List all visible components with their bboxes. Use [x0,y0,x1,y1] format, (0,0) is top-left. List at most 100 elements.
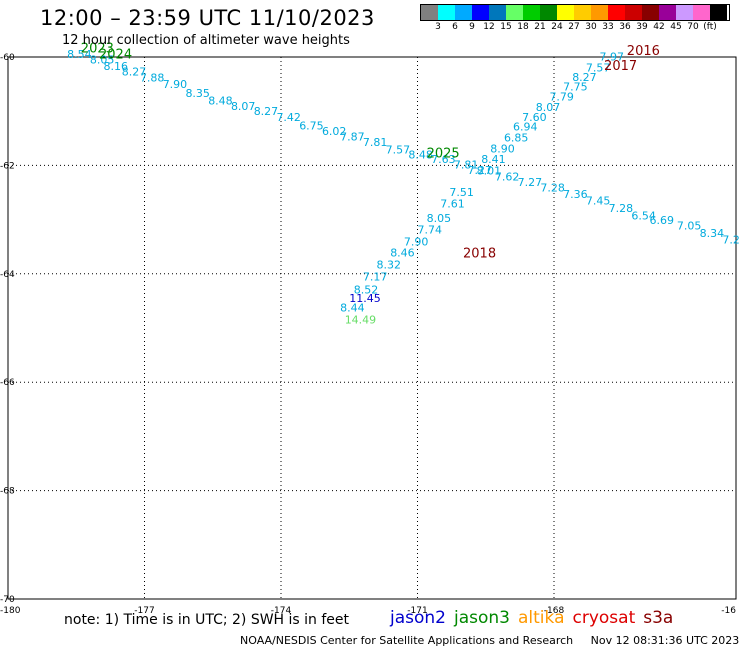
footer-credit: NOAA/NESDIS Center for Satellite Applica… [240,634,739,647]
color-swatch [591,5,608,20]
wave-height-label: 8.44 [340,302,365,315]
color-swatch [676,5,693,20]
color-swatches [420,4,730,21]
wave-height-label: 7.62 [495,171,519,184]
color-scale-labels: 3 6 9 12 15 18 21 24 27 30 33 36 39 42 45 70 (ft) [420,21,730,35]
wave-height-color-scale: 3 6 9 12 15 18 21 24 27 30 33 36 39 42 45 70 (ft) [420,4,730,35]
wave-height-label: 7.42 [276,111,301,124]
x-tick-label: -177 [134,606,154,616]
y-tick-label: -64 [0,270,15,280]
wave-height-label: 8.54 [67,48,92,61]
wave-height-label: 8.16 [104,60,129,73]
y-tick-label: -60 [0,53,15,63]
satellite-legend-item: jason2 [390,608,446,628]
wave-height-label: 7.90 [404,236,429,249]
color-swatch [557,5,574,20]
page-subtitle: 12 hour collection of altimeter wave hei… [62,33,350,48]
wave-height-label: 8.35 [185,87,210,100]
wave-height-label: 7.05 [677,219,702,232]
color-scale-label: 9 [469,22,475,32]
wave-height-label: 7.27 [518,176,543,189]
color-swatch [693,5,710,20]
wave-height-label: 6.94 [513,121,538,134]
color-scale-label: 6 [452,22,458,32]
wave-height-label: 7.17 [363,270,388,283]
wave-height-label: 7.90 [163,78,188,91]
satellite-legend-item: jason3 [454,608,510,628]
color-swatch [625,5,642,20]
wave-height-label: 6.75 [299,120,324,133]
color-swatch [438,5,455,20]
wave-height-label: 8.32 [377,258,402,271]
color-scale-label: 30 [585,22,597,32]
color-scale-label: 36 [619,22,631,32]
y-tick-label: -68 [0,487,15,497]
time-label: 2017 [604,59,637,74]
wave-height-label: 8.52 [354,283,379,296]
wave-height-label: 14.49 [345,314,377,327]
wave-height-label: 7.75 [563,81,588,94]
x-tick-label: -16 [721,606,736,616]
wave-height-label: 7.81 [454,159,479,172]
color-swatch [710,5,727,20]
color-scale-label: 45 [670,22,682,32]
wave-height-label: 8.41 [481,153,506,166]
wave-height-label: 7.87 [340,130,365,143]
generated-date: Nov 12 08:31:36 UTC 2023 [590,634,740,647]
y-tick-label: -70 [0,595,15,605]
wave-height-label: 8.05 [90,54,115,67]
color-swatch [472,5,489,20]
color-scale-label: 18 [517,22,529,32]
credit-text: NOAA/NESDIS Center for Satellite Applica… [240,634,574,647]
wave-height-label: 7.28 [540,181,565,194]
wave-height-label: 7.79 [549,90,574,103]
x-tick-label: -180 [0,606,21,616]
wave-height-label: 8.27 [572,71,597,84]
wave-height-label: 7.51 [449,186,474,199]
color-scale-label: 27 [568,22,580,32]
wave-height-label: 7.88 [140,71,165,84]
color-swatch [659,5,676,20]
x-tick-label: -168 [544,606,565,616]
wave-height-label: 7.81 [363,136,388,149]
wave-height-label: 7.27 [468,164,493,177]
color-swatch [608,5,625,20]
time-label: 2024 [99,48,132,63]
wave-height-label: 8.07 [536,101,561,114]
time-label: 2023 [81,42,114,57]
wave-height-label: 8.46 [390,246,415,259]
y-tick-label: -66 [0,378,15,388]
wave-height-label: 7.36 [563,188,588,201]
wave-height-label: 6.54 [631,210,656,223]
wave-height-label: 7.74 [418,224,443,237]
color-swatch [421,5,438,20]
color-scale-label: (ft) [703,22,717,32]
color-scale-label: 24 [551,22,563,32]
time-label: 2025 [427,146,460,161]
color-swatch [523,5,540,20]
wave-height-label: 8.27 [254,105,279,118]
color-scale-label: 3 [435,22,441,32]
color-scale-label: 70 [687,22,699,32]
color-swatch [506,5,523,20]
wave-height-label: 8.90 [490,142,515,155]
wave-height-label: 11.45 [349,292,381,305]
wave-height-label: 7.45 [586,194,611,207]
color-scale-label: 33 [602,22,614,32]
satellite-legend-item: altika [518,608,565,628]
y-tick-label: -62 [0,161,15,171]
wave-height-label: 7.60 [522,111,547,124]
color-swatch [574,5,591,20]
wave-height-label: 8.48 [408,148,433,161]
color-swatch [455,5,472,20]
color-swatch [642,5,659,20]
wave-height-label: 7.28 [609,202,634,215]
wave-height-label: 7.57 [386,143,411,156]
page-title: 12:00 – 23:59 UTC 11/10/2023 [40,6,375,30]
wave-height-label: 8.01 [477,165,502,178]
x-tick-label: -171 [407,606,427,616]
wave-height-label: 8.48 [208,95,233,108]
wave-height-label: 8.34 [700,227,725,240]
color-swatch [540,5,557,20]
